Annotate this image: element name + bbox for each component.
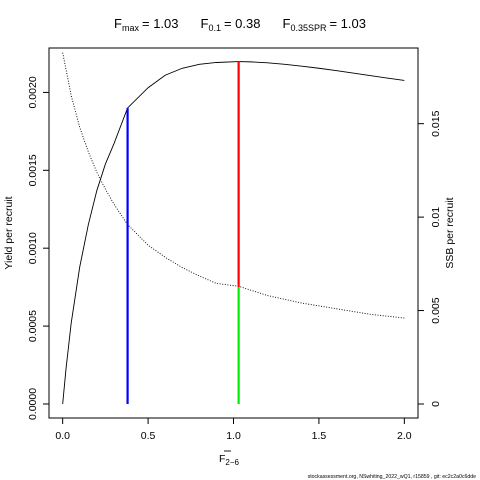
title-f01-value: = 0.38 xyxy=(224,16,261,31)
x-axis-title-main: F xyxy=(219,453,225,465)
y-left-tick-label: 0.0010 xyxy=(27,232,39,264)
chart-title: Fmax = 1.03 F0.1 = 0.38 F0.35SPR = 1.03 xyxy=(114,16,366,33)
y-right-tick-label: 0.005 xyxy=(430,297,442,323)
yield-per-recruit-line xyxy=(62,61,405,405)
x-axis-title-sub: 2−6 xyxy=(225,458,239,467)
x-tick-label: 1.5 xyxy=(312,430,327,442)
y-left-tick-label: 0.0005 xyxy=(27,310,39,342)
title-fspr-sub: 0.35SPR xyxy=(290,23,327,33)
y-axis-right-title: SSB per recruit xyxy=(444,197,456,268)
y-axis-left: 0.0000 0.0005 0.0010 0.0015 0.0020 xyxy=(27,76,49,420)
footer-credit: stockassessment.org, NSwhiting_2022_wQ1,… xyxy=(308,474,477,480)
reference-lines-layer xyxy=(126,61,240,404)
title-f01-label: F xyxy=(201,16,209,31)
y-right-tick-label: 0.015 xyxy=(430,110,442,136)
x-tick-label: 0.0 xyxy=(55,430,70,442)
y-right-tick-label: 0.01 xyxy=(430,207,442,228)
series-layer xyxy=(62,52,405,405)
title-fspr-value: = 1.03 xyxy=(329,16,366,31)
title-fmax-sub: max xyxy=(122,23,140,33)
x-tick-label: 1.0 xyxy=(226,430,241,442)
x-axis-title: F2−6 xyxy=(219,453,240,467)
y-right-tick-label: 0 xyxy=(430,401,442,407)
y-left-tick-label: 0.0015 xyxy=(27,154,39,186)
ssb-per-recruit-line xyxy=(62,52,405,319)
y-axis-left-title: Yield per recruit xyxy=(3,196,15,269)
title-f01-sub: 0.1 xyxy=(208,23,221,33)
title-fspr-label: F xyxy=(282,16,290,31)
y-axis-right: 0 0.005 0.01 0.015 xyxy=(418,110,442,407)
title-fmax-label: F xyxy=(114,16,122,31)
y-left-tick-label: 0.0020 xyxy=(27,76,39,108)
title-fmax-value: = 1.03 xyxy=(142,16,179,31)
y-left-tick-label: 0.0000 xyxy=(27,388,39,420)
x-axis: 0.0 0.5 1.0 1.5 2.0 xyxy=(55,418,412,442)
x-tick-label: 0.5 xyxy=(141,430,156,442)
plot-frame xyxy=(48,47,419,419)
x-tick-label: 2.0 xyxy=(397,430,412,442)
